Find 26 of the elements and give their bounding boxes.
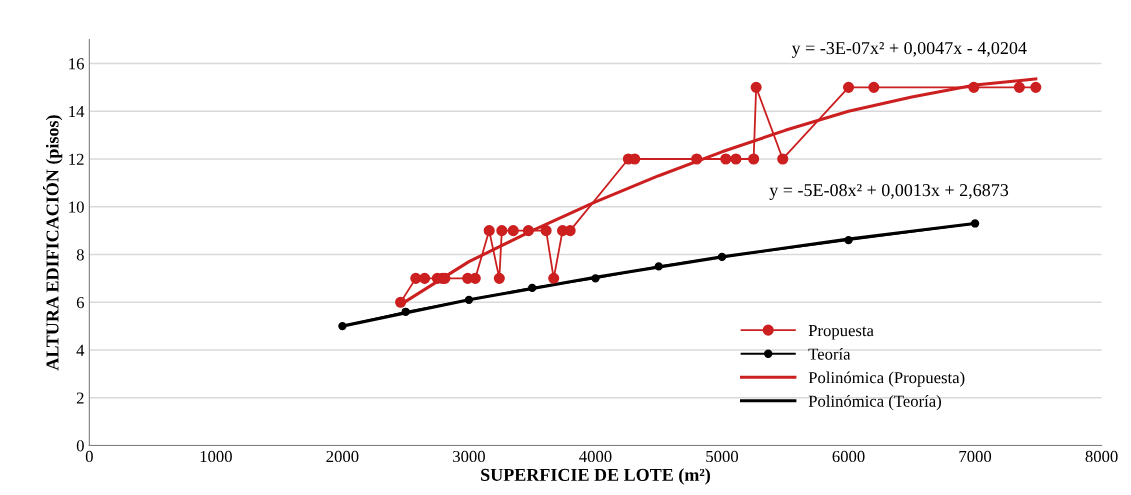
annotation: y = -5E-08x² + 0,0013x + 2,6873 (769, 184, 1009, 200)
x-tick-label: 3000 (453, 450, 485, 463)
y-tick-label: 12 (69, 153, 84, 165)
legend-label: Propuesta (808, 325, 874, 340)
y-tick-label: 8 (76, 249, 84, 261)
x-axis-title: SUPERFICIE DE LOTE (m²) (481, 468, 710, 485)
y-tick-label: 2 (76, 392, 84, 404)
x-tick-label: 2000 (326, 450, 359, 463)
x-tick-label: 0 (85, 450, 93, 463)
y-tick-label: 4 (76, 344, 85, 356)
legend-label: Polinómica (Teoría) (808, 395, 941, 411)
x-tick-label: 8000 (1085, 450, 1118, 463)
x-tick-label: 4000 (579, 450, 612, 463)
legend-label: Polinómica (Propuesta) (808, 371, 965, 387)
y-tick-label: 10 (69, 201, 84, 213)
x-tick-label: 5000 (706, 450, 739, 463)
y-tick-label: 14 (69, 106, 85, 118)
x-tick-label: 6000 (832, 450, 865, 463)
legend-label: Teoría (808, 347, 851, 360)
x-tick-label: 7000 (959, 450, 992, 463)
x-tick-label: 1000 (200, 450, 232, 463)
y-tick-label: 0 (76, 440, 84, 452)
y-axis-title: ALTURA EDIFICACIÓN (pisos) (42, 115, 63, 371)
y-tick-label: 16 (69, 58, 84, 70)
y-tick-label: 6 (76, 296, 84, 309)
annotation: y = -3E-07x² + 0,0047x - 4,0204 (791, 41, 1027, 58)
